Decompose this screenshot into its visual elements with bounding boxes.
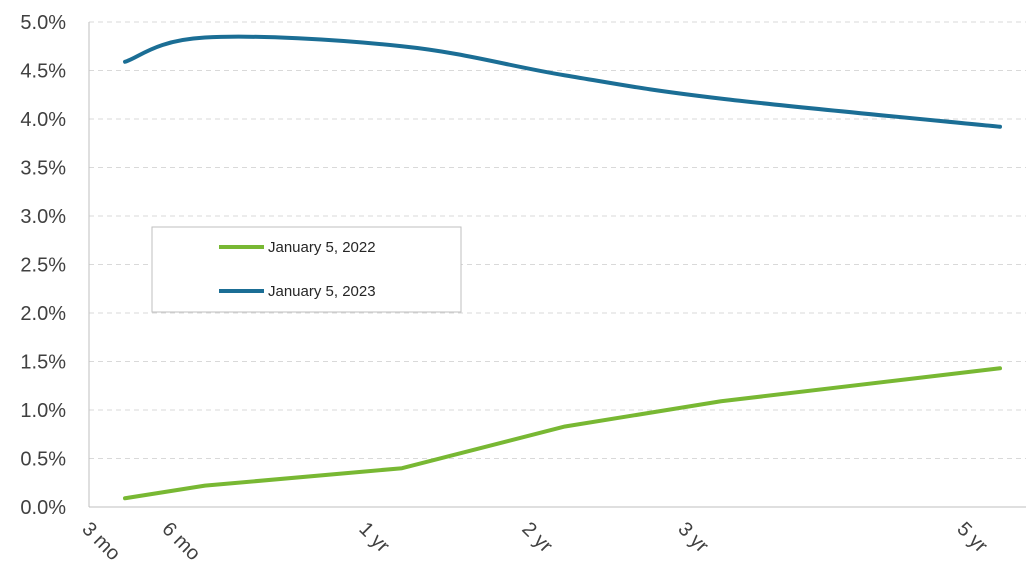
gridlines — [89, 21, 1026, 459]
legend: January 5, 2022 January 5, 2023 — [151, 226, 462, 313]
y-tick-label: 4.5% — [20, 61, 66, 83]
y-tick-label: 1.0% — [20, 400, 66, 422]
legend-label-2023: January 5, 2023 — [268, 283, 376, 300]
x-tick-label: 1 yr — [354, 518, 393, 557]
y-tick-label: 4.0% — [20, 109, 66, 131]
x-tick-label: 3 mo — [77, 518, 124, 565]
y-tick-label: 2.0% — [20, 303, 66, 325]
y-tick-label: 2.5% — [20, 255, 66, 277]
y-tick-label: 5.0% — [20, 12, 66, 34]
y-tick-label: 0.5% — [20, 449, 66, 471]
x-tick-label: 6 mo — [157, 518, 204, 565]
x-axis: 3 mo 6 mo 1 yr 2 yr 3 yr 5 yr — [77, 506, 1026, 565]
series-lines — [123, 34, 1002, 501]
y-tick-label: 1.5% — [20, 352, 66, 374]
legend-box — [151, 226, 462, 313]
y-tick-label: 3.0% — [20, 206, 66, 228]
series-line-2022 — [123, 366, 1002, 501]
x-tick-label: 5 yr — [952, 518, 991, 557]
y-tick-label: 3.5% — [20, 158, 66, 180]
x-tick-label: 3 yr — [673, 518, 712, 557]
y-axis: 0.0% 0.5% 1.0% 1.5% 2.0% 2.5% 3.0% 3.5% 4.0% 4.5%… — [20, 12, 90, 519]
legend-label-2022: January 5, 2022 — [268, 239, 376, 256]
x-tick-label: 2 yr — [517, 518, 556, 557]
y-tick-label: 0.0% — [20, 497, 66, 519]
series-line-2023 — [123, 34, 1002, 129]
